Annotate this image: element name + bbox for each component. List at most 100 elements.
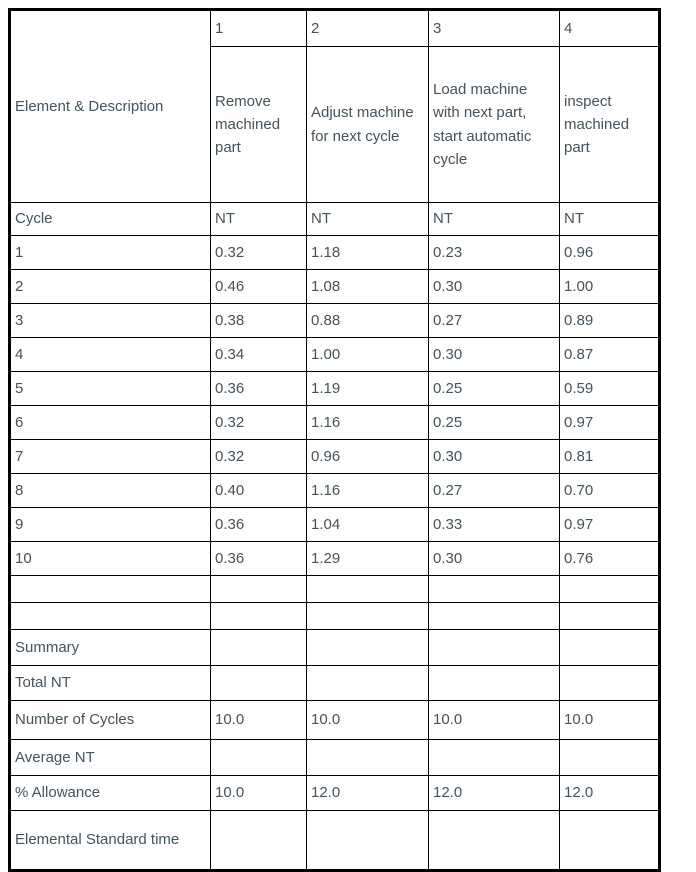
element-description: Load machine with next part, start autom… [428, 46, 560, 203]
nt-value: 0.33 [428, 507, 560, 542]
observation-row: 2 0.46 1.08 0.30 1.00 [9, 269, 660, 304]
elemental-standard-time-value [428, 810, 560, 871]
average-nt-value [210, 739, 307, 776]
empty-cell [559, 602, 660, 630]
observation-row: 1 0.32 1.18 0.23 0.96 [9, 235, 660, 270]
summary-row: Summary [9, 629, 660, 666]
nt-header-label: NT [306, 202, 429, 236]
number-of-cycles-row: Number of Cycles 10.0 10.0 10.0 10.0 [9, 700, 660, 740]
observation-row: 3 0.38 0.88 0.27 0.89 [9, 303, 660, 338]
percent-allowance-value: 12.0 [559, 775, 660, 811]
empty-cell [210, 575, 307, 603]
cycle-number: 5 [9, 371, 211, 406]
cycle-number: 2 [9, 269, 211, 304]
total-nt-label: Total NT [9, 665, 211, 701]
average-nt-row: Average NT [9, 739, 660, 776]
empty-cell [306, 602, 429, 630]
total-nt-value [428, 665, 560, 701]
elemental-standard-time-row: Elemental Standard time [9, 810, 660, 871]
percent-allowance-value: 12.0 [306, 775, 429, 811]
cycle-number: 8 [9, 473, 211, 508]
elemental-standard-time-label: Elemental Standard time [9, 810, 211, 871]
nt-value: 1.08 [306, 269, 429, 304]
time-study-table: Element & Description 1 2 3 4 Remove mac… [8, 8, 661, 872]
total-nt-value [559, 665, 660, 701]
number-of-cycles-value: 10.0 [559, 700, 660, 740]
nt-value: 0.87 [559, 337, 660, 372]
elemental-standard-time-value [559, 810, 660, 871]
empty-cell [306, 575, 429, 603]
percent-allowance-value: 12.0 [428, 775, 560, 811]
nt-value: 0.97 [559, 405, 660, 440]
nt-value: 1.00 [559, 269, 660, 304]
nt-value: 1.04 [306, 507, 429, 542]
nt-value: 0.36 [210, 507, 307, 542]
nt-value: 0.30 [428, 541, 560, 576]
empty-cell [9, 575, 211, 603]
empty-cell [210, 629, 307, 666]
cycle-number: 4 [9, 337, 211, 372]
cycle-header-label: Cycle [9, 202, 211, 236]
empty-cell [306, 629, 429, 666]
number-of-cycles-value: 10.0 [306, 700, 429, 740]
nt-header-label: NT [210, 202, 307, 236]
element-number: 1 [210, 9, 307, 47]
empty-cell [428, 575, 560, 603]
nt-value: 0.30 [428, 337, 560, 372]
cycle-number: 9 [9, 507, 211, 542]
element-number: 4 [559, 9, 660, 47]
nt-value: 1.18 [306, 235, 429, 270]
nt-value: 0.36 [210, 371, 307, 406]
nt-value: 0.32 [210, 235, 307, 270]
nt-value: 0.32 [210, 439, 307, 474]
nt-value: 1.16 [306, 473, 429, 508]
nt-value: 0.59 [559, 371, 660, 406]
observation-row: 8 0.40 1.16 0.27 0.70 [9, 473, 660, 508]
nt-value: 0.89 [559, 303, 660, 338]
average-nt-value [306, 739, 429, 776]
percent-allowance-label: % Allowance [9, 775, 211, 811]
empty-cell [210, 602, 307, 630]
element-description: Remove machined part [210, 46, 307, 203]
cycle-number: 7 [9, 439, 211, 474]
nt-value: 1.16 [306, 405, 429, 440]
total-nt-value [306, 665, 429, 701]
nt-value: 0.40 [210, 473, 307, 508]
nt-header-label: NT [559, 202, 660, 236]
empty-cell [428, 629, 560, 666]
empty-cell [559, 629, 660, 666]
element-number: 3 [428, 9, 560, 47]
empty-cell [9, 602, 211, 630]
empty-cell [559, 575, 660, 603]
number-of-cycles-value: 10.0 [428, 700, 560, 740]
average-nt-value [559, 739, 660, 776]
average-nt-value [428, 739, 560, 776]
nt-value: 0.23 [428, 235, 560, 270]
average-nt-label: Average NT [9, 739, 211, 776]
cycle-number: 1 [9, 235, 211, 270]
observation-row: 6 0.32 1.16 0.25 0.97 [9, 405, 660, 440]
observation-row: 5 0.36 1.19 0.25 0.59 [9, 371, 660, 406]
cycle-number: 6 [9, 405, 211, 440]
nt-value: 0.34 [210, 337, 307, 372]
element-description-row: Remove machined part Adjust machine for … [10, 46, 660, 203]
nt-value: 0.96 [306, 439, 429, 474]
nt-value: 0.30 [428, 439, 560, 474]
number-of-cycles-value: 10.0 [210, 700, 307, 740]
nt-value: 0.25 [428, 371, 560, 406]
nt-value: 0.88 [306, 303, 429, 338]
total-nt-value [210, 665, 307, 701]
nt-value: 1.29 [306, 541, 429, 576]
elemental-standard-time-value [306, 810, 429, 871]
nt-value: 1.19 [306, 371, 429, 406]
observation-row: 7 0.32 0.96 0.30 0.81 [9, 439, 660, 474]
summary-label: Summary [9, 629, 211, 666]
nt-value: 0.81 [559, 439, 660, 474]
elemental-standard-time-value [210, 810, 307, 871]
empty-row [9, 602, 660, 630]
nt-header-label: NT [428, 202, 560, 236]
nt-value: 0.27 [428, 303, 560, 338]
element-description-header: Element & Description [9, 9, 211, 203]
nt-value: 0.27 [428, 473, 560, 508]
element-number: 2 [306, 9, 429, 47]
